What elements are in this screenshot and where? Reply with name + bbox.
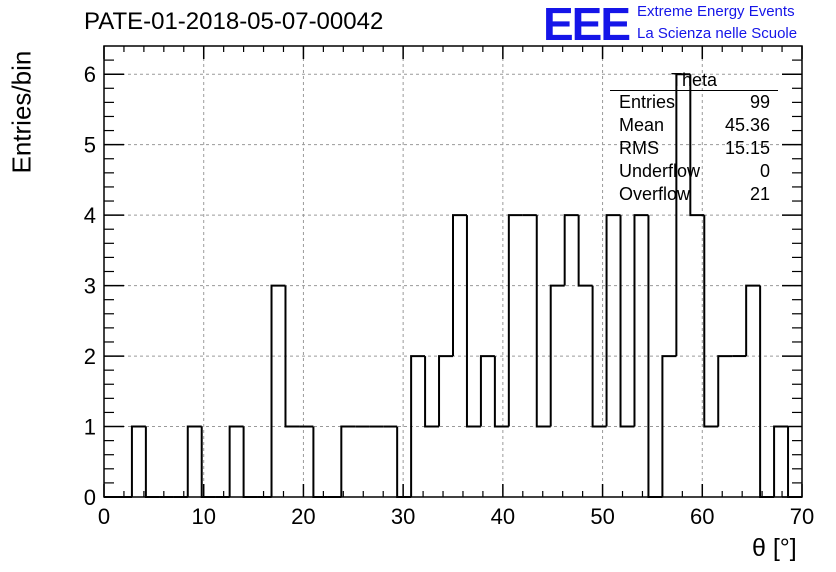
histogram-bin [340,425,356,497]
histogram-bin [396,426,412,498]
histogram-bin [703,215,719,428]
stats-row-overflow: Overflow 21 [610,183,778,206]
x-tick-label: 70 [790,504,814,529]
histogram-bin [493,356,509,428]
histogram-bin [717,355,733,427]
x-tick-label: 10 [191,504,215,529]
y-tick-label: 6 [84,62,96,87]
stats-box: Theta Entries 99 Mean 45.36 RMS 15.15 Un… [610,70,778,206]
histogram-bin [745,284,761,357]
histogram-bin [130,425,146,497]
histogram-bin [689,74,705,217]
histogram-bin [759,285,775,498]
histogram-bin [633,214,649,427]
x-tick-label: 20 [291,504,315,529]
y-tick-label: 5 [84,133,96,158]
stats-label: Underflow [619,161,701,181]
stats-value: 99 [749,92,770,112]
histogram-bin [410,355,426,497]
y-tick-label: 4 [84,203,96,228]
x-tick-label: 40 [491,504,515,529]
x-tick-label: 60 [690,504,714,529]
x-axis-label: θ [°] [752,534,797,562]
brand-line-1: Extreme Energy Events [637,3,795,20]
stats-row-rms: RMS 15.15 [610,137,778,160]
histogram-bin [619,215,635,428]
x-tick-label: 30 [391,504,415,529]
y-tick-label: 2 [84,344,96,369]
histogram-bin [787,426,802,498]
stats-label: RMS [619,138,659,158]
histogram-bin [228,425,244,497]
y-tick-label: 3 [84,274,96,299]
histogram-bin [507,214,523,427]
stats-row-mean: Mean 45.36 [610,114,778,137]
histogram-bin [591,285,607,428]
stats-title: Theta [610,70,778,91]
stats-value: 0 [759,161,770,181]
histogram-bin [312,426,328,498]
stats-row-entries: Entries 99 [610,91,778,114]
histogram-bin [773,425,789,497]
histogram-bin [675,73,691,357]
x-tick-label: 50 [590,504,614,529]
y-axis-label: Entries/bin [6,50,37,174]
histogram-bin [144,426,160,498]
histogram-bin [452,214,467,357]
histogram-bin [577,215,593,287]
stats-label: Entries [619,92,676,112]
y-tick-label: 0 [84,485,96,510]
histogram-bin [563,214,579,286]
eee-logo: EEE [543,0,631,50]
histogram-bin [535,215,551,428]
plot-title: PATE-01-2018-05-07-00042 [84,8,384,35]
histogram-bin [438,355,453,427]
stats-row-underflow: Underflow 0 [610,160,778,183]
x-tick-label: 0 [98,504,110,529]
histogram-bin [549,284,565,427]
stats-label: Overflow [619,184,691,204]
brand-line-2: La Scienza nelle Scuole [637,25,798,42]
histogram-bin [186,425,202,497]
histogram-bin [424,356,440,428]
histogram-bin [242,426,258,498]
histogram-bin [479,355,495,427]
histogram-bin [661,355,677,497]
histogram-bin [605,214,621,427]
stats-label: Mean [619,115,665,135]
stats-value: 21 [749,184,770,204]
stats-value: 15.15 [724,138,770,158]
y-tick-label: 1 [84,415,96,440]
stats-value: 45.36 [724,115,770,135]
histogram-bin [465,215,481,428]
histogram-bin [284,285,300,428]
histogram-bin [270,284,286,497]
